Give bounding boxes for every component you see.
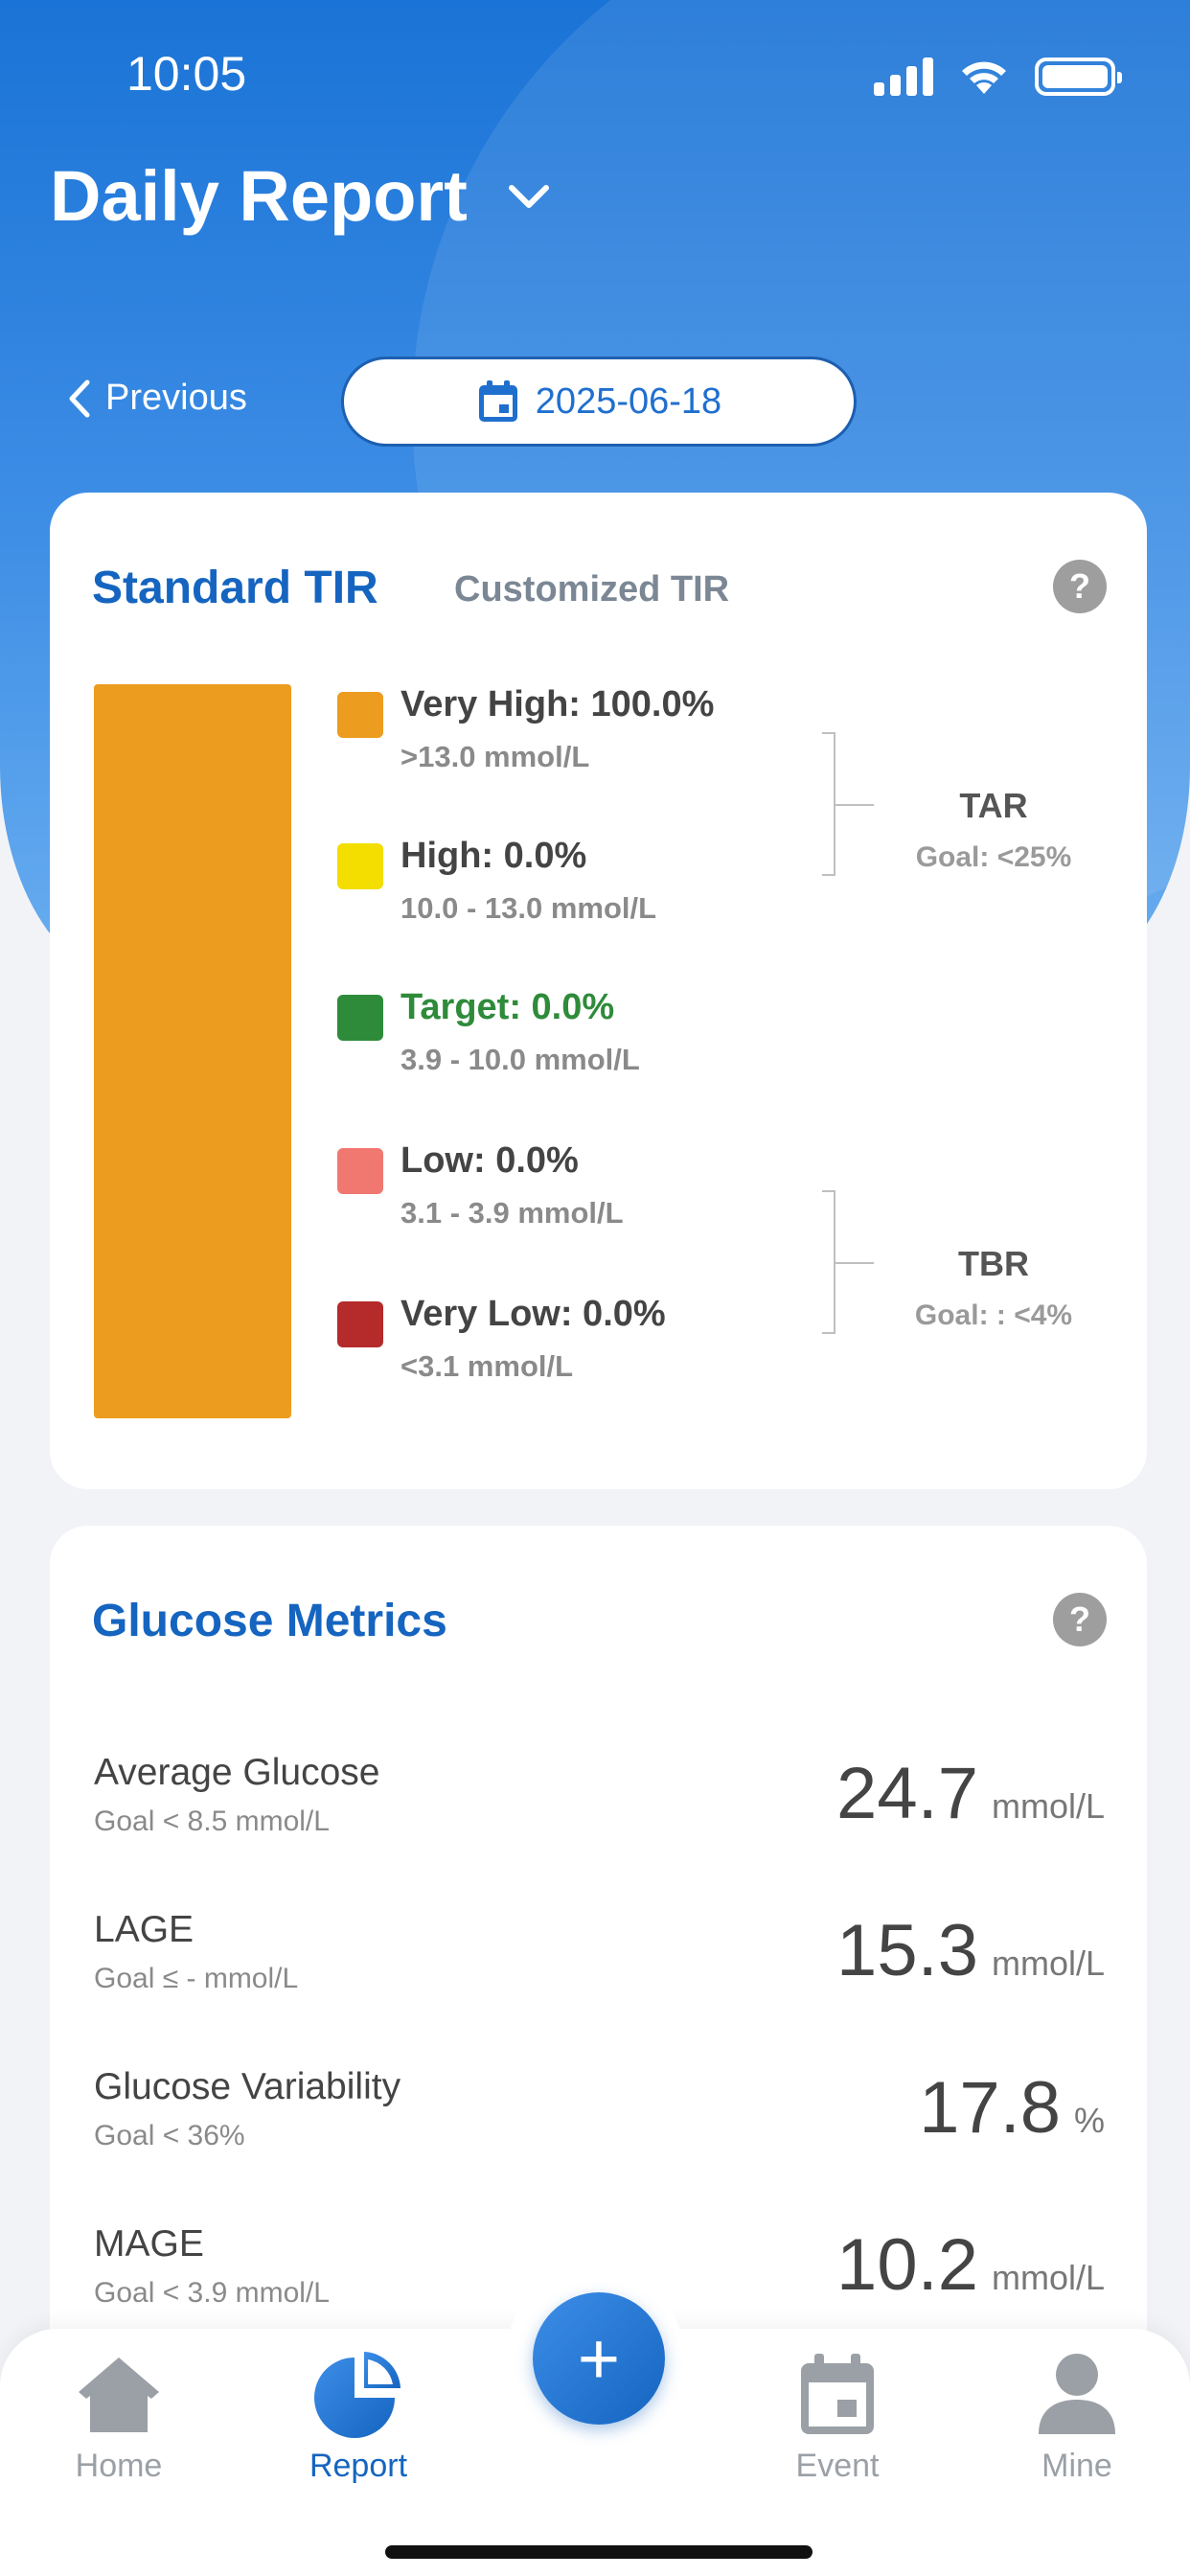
metric-value: 24.7 mmol/L xyxy=(836,1752,1105,1835)
metric-goal: Goal < 8.5 mmol/L xyxy=(94,1806,330,1837)
metric-value: 15.3 mmol/L xyxy=(836,1909,1105,1992)
tab-mine[interactable]: Mine xyxy=(1000,2346,1154,2485)
metrics-help-icon[interactable]: ? xyxy=(1053,1593,1107,1646)
metrics-title: Glucose Metrics xyxy=(92,1596,447,1646)
legend-range: 3.1 - 3.9 mmol/L xyxy=(400,1196,624,1230)
calendar-icon xyxy=(478,380,517,422)
metric-number: 10.2 xyxy=(836,2224,978,2306)
legend-label: High: 0.0% xyxy=(400,836,587,876)
metric-goal: Goal < 3.9 mmol/L xyxy=(94,2277,330,2309)
tir-stacked-bar xyxy=(94,684,291,1418)
metric-row: Glucose Variability Goal < 36% 17.8% xyxy=(94,2066,1105,2181)
legend-range: 3.9 - 10.0 mmol/L xyxy=(400,1043,640,1076)
metric-unit: mmol/L xyxy=(991,1944,1105,1983)
chevron-left-icon xyxy=(69,380,90,417)
status-icons xyxy=(874,56,1122,96)
tab-home-label: Home xyxy=(75,2448,163,2484)
add-event-button[interactable]: + xyxy=(533,2292,665,2425)
battery-icon xyxy=(1035,58,1122,96)
calendar-icon xyxy=(801,2354,874,2434)
tbr-bracket-stem xyxy=(835,1262,874,1264)
page-title: Daily Report xyxy=(50,156,468,236)
tab-customized-tir[interactable]: Customized TIR xyxy=(454,569,730,610)
tbr-bracket xyxy=(822,1190,835,1334)
home-icon xyxy=(79,2358,159,2432)
metric-row: LAGE Goal ≤ - mmol/L 15.3 mmol/L xyxy=(94,1909,1105,2024)
tir-help-icon[interactable]: ? xyxy=(1053,560,1107,613)
tar-label: TAR xyxy=(959,786,1028,825)
pie-chart-icon xyxy=(314,2352,400,2438)
legend-swatch xyxy=(337,1148,383,1194)
tar-bracket-stem xyxy=(835,804,874,806)
metric-number: 15.3 xyxy=(836,1910,978,1991)
tab-report[interactable]: Report xyxy=(282,2346,435,2485)
metric-value: 10.2 mmol/L xyxy=(836,2223,1105,2307)
legend-label: Target: 0.0% xyxy=(400,987,615,1027)
metric-name: Average Glucose xyxy=(94,1752,380,1793)
bottom-tab-bar: Home Report Event Mine xyxy=(0,2329,1190,2576)
tab-standard-tir[interactable]: Standard TIR xyxy=(92,563,378,613)
metric-name: LAGE xyxy=(94,1909,195,1950)
metric-name: Glucose Variability xyxy=(94,2066,401,2107)
tbr-label: TBR xyxy=(958,1244,1029,1283)
legend-swatch xyxy=(337,843,383,889)
metric-unit: mmol/L xyxy=(991,1786,1105,1826)
previous-label: Previous xyxy=(105,378,247,418)
date-picker-button[interactable]: 2025-06-18 xyxy=(341,356,857,447)
legend-swatch xyxy=(337,995,383,1041)
legend-label: Low: 0.0% xyxy=(400,1140,579,1181)
tir-card: Standard TIR Customized TIR ? Very High:… xyxy=(50,493,1147,1489)
previous-day-button[interactable]: Previous xyxy=(67,378,247,419)
legend-range: >13.0 mmol/L xyxy=(400,740,590,773)
tbr-goal: Goal: : <4% xyxy=(914,1300,1073,1331)
legend-range: 10.0 - 13.0 mmol/L xyxy=(400,891,657,925)
legend-swatch xyxy=(337,1301,383,1347)
wifi-icon xyxy=(962,61,1006,94)
metric-unit: % xyxy=(1073,2101,1105,2140)
metric-name: MAGE xyxy=(94,2223,204,2265)
home-indicator xyxy=(385,2545,812,2559)
metric-row: MAGE Goal < 3.9 mmol/L 10.2 mmol/L xyxy=(94,2223,1105,2338)
status-time: 10:05 xyxy=(126,47,247,101)
cellular-signal-icon xyxy=(874,56,933,96)
metric-unit: mmol/L xyxy=(991,2258,1105,2297)
person-icon xyxy=(1039,2354,1115,2434)
metric-row: Average Glucose Goal < 8.5 mmol/L 24.7 mmol… xyxy=(94,1752,1105,1867)
tar-goal: Goal: <25% xyxy=(915,841,1072,873)
tab-home[interactable]: Home xyxy=(42,2346,195,2485)
report-type-selector[interactable]: Daily Report xyxy=(50,155,552,237)
metric-goal: Goal < 36% xyxy=(94,2120,245,2151)
legend-swatch xyxy=(337,692,383,738)
tab-event-label: Event xyxy=(795,2448,880,2484)
tab-report-label: Report xyxy=(309,2448,408,2484)
metric-value: 17.8% xyxy=(919,2066,1105,2150)
chevron-down-icon xyxy=(508,184,549,208)
tab-event[interactable]: Event xyxy=(761,2346,914,2485)
legend-label: Very Low: 0.0% xyxy=(400,1294,666,1334)
selected-date: 2025-06-18 xyxy=(535,380,722,422)
tab-mine-label: Mine xyxy=(1041,2448,1112,2484)
metric-number: 24.7 xyxy=(836,1753,978,1834)
metric-number: 17.8 xyxy=(919,2067,1061,2149)
metric-goal: Goal ≤ - mmol/L xyxy=(94,1963,299,1994)
legend-label: Very High: 100.0% xyxy=(400,684,715,724)
legend-range: <3.1 mmol/L xyxy=(400,1349,574,1383)
tar-bracket xyxy=(822,732,835,876)
